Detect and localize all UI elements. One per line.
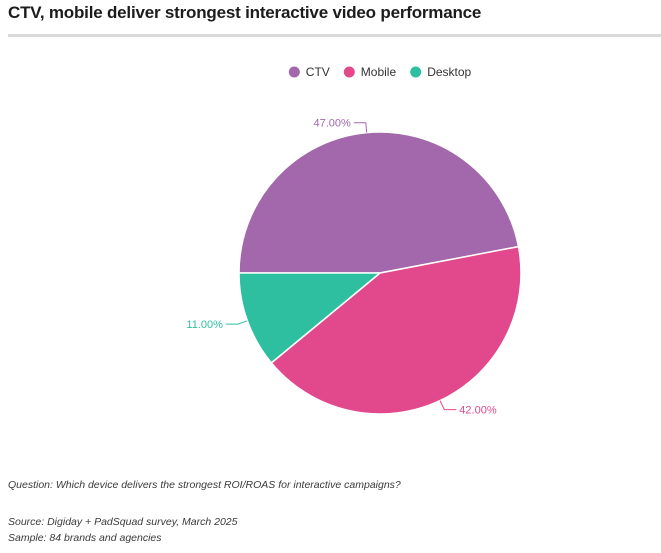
pie-chart: CTV Mobile Desktop 47.00% 42.00% 11.00% (186, 65, 522, 417)
data-label-ctv: 47.00% (313, 118, 351, 130)
data-labels: 47.00% 42.00% 11.00% (186, 118, 496, 417)
legend-item-desktop[interactable]: Desktop (410, 65, 472, 79)
leader-line-mobile (439, 400, 457, 411)
data-label-desktop: 11.00% (186, 319, 223, 331)
legend-item-mobile[interactable]: Mobile (343, 65, 397, 79)
legend-swatch-desktop (410, 66, 422, 78)
data-label-mobile: 42.00% (459, 405, 497, 417)
leader-line-desktop (225, 320, 248, 325)
legend-label-ctv: CTV (306, 65, 330, 79)
pie-slice-mobile[interactable] (270, 245, 522, 415)
pie-slices (238, 131, 522, 415)
legend-swatch-mobile (343, 66, 355, 78)
chart-title: CTV, mobile deliver strongest interactiv… (8, 3, 482, 22)
source-note: Source: Digiday + PadSquad survey, March… (8, 516, 238, 528)
legend-label-mobile: Mobile (361, 65, 397, 79)
pie-slice-ctv[interactable] (238, 131, 520, 274)
legend-label-desktop: Desktop (427, 65, 471, 79)
legend-swatch-ctv (288, 66, 300, 78)
pie-slice-desktop[interactable] (238, 272, 381, 364)
label-leaders (225, 122, 457, 411)
title-divider (8, 34, 661, 37)
chart-legend: CTV Mobile Desktop (288, 65, 472, 79)
sample-note: Sample: 84 brands and agencies (8, 532, 162, 544)
leader-line-ctv (353, 122, 368, 133)
legend-item-ctv[interactable]: CTV (288, 65, 330, 79)
survey-question: Question: Which device delivers the stro… (8, 479, 401, 491)
